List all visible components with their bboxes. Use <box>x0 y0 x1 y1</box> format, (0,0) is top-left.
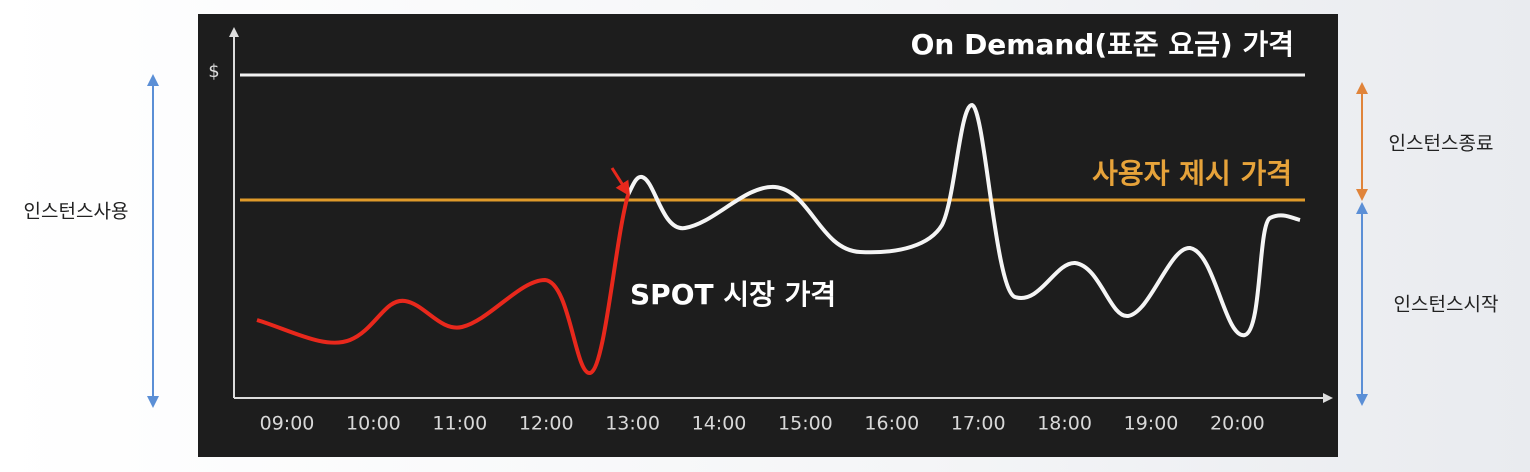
x-tick-label: 10:00 <box>346 413 401 435</box>
x-tick-label: 20:00 <box>1210 413 1265 435</box>
x-tick-label: 17:00 <box>951 413 1006 435</box>
x-tick-label: 12:00 <box>519 413 574 435</box>
x-tick-label: 14:00 <box>692 413 747 435</box>
x-tick-label: 18:00 <box>1037 413 1092 435</box>
x-tick-label: 09:00 <box>260 413 315 435</box>
x-tick-label: 13:00 <box>605 413 660 435</box>
spot-price-label: SPOT 시장 가격 <box>630 278 836 311</box>
x-tick-label: 19:00 <box>1124 413 1179 435</box>
spot-price-above <box>626 102 1301 337</box>
bid-price-label: 사용자 제시 가격 <box>1092 157 1292 190</box>
x-tick-label: 16:00 <box>864 413 919 435</box>
right-annotation: 인스턴스시작 <box>1394 294 1499 316</box>
x-tick-labels: 09:00 10:00 11:00 12:00 13:00 14:00 15:00 16:00… <box>260 413 1265 435</box>
on-demand-label: On Demand(표준 요금) 가격 <box>911 28 1294 61</box>
right-annotation: 인스턴스종료 <box>1389 133 1494 155</box>
y-axis-label: $ <box>208 61 219 82</box>
left-annotation: 인스턴스사용 <box>24 201 129 223</box>
spot-price-below <box>256 194 630 375</box>
x-tick-label: 11:00 <box>432 413 487 435</box>
x-tick-label: 15:00 <box>778 413 833 435</box>
crossing-arrow <box>610 167 631 197</box>
panel <box>198 14 1338 457</box>
